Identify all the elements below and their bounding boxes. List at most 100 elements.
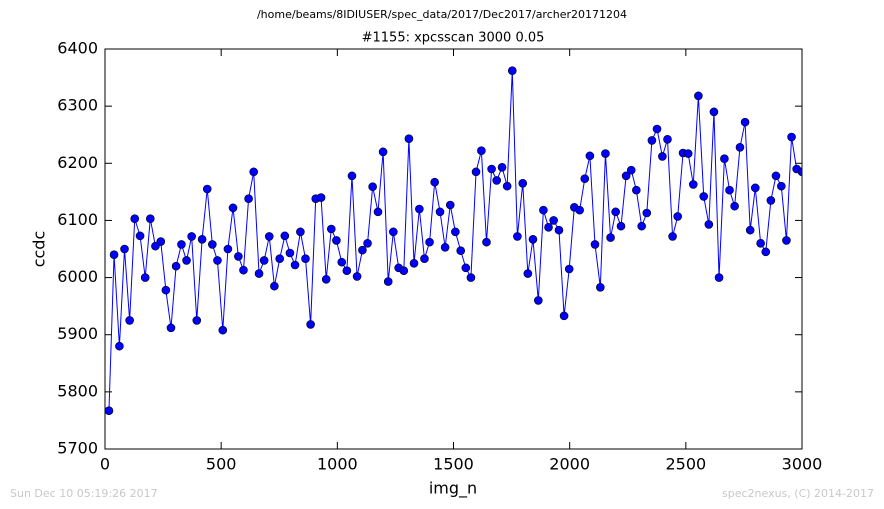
data-point [771,171,781,181]
y-tick-label: 6300 [57,96,98,115]
data-point [383,277,393,286]
data-point [637,221,646,231]
data-point [389,227,398,237]
data-point [497,162,507,172]
data-point [606,233,615,242]
data-point [130,214,140,224]
data-point [202,184,212,194]
data-point [554,225,564,235]
data-point [626,165,636,175]
data-point [699,192,709,201]
data-point [513,232,522,241]
data-point [492,176,502,185]
data-point [171,261,181,271]
x-tick-label: 1500 [433,455,474,474]
data-point [523,269,533,278]
data-point [115,341,124,351]
data-point [688,180,698,189]
data-point [435,207,445,217]
data-point [632,185,641,195]
data-point [709,107,719,117]
data-point [725,185,734,195]
data-point [239,265,248,275]
data-point [745,225,755,235]
data-point [761,247,771,257]
data-point [270,281,279,291]
data-point [596,282,605,292]
data-point [601,149,610,158]
data-point [647,136,657,145]
data-point [105,406,114,416]
data-point [652,124,662,134]
data-point [730,201,739,211]
data-point [156,237,166,246]
data-point [321,274,331,284]
data-point [213,256,222,265]
data-point [735,142,745,152]
data-point [373,207,383,217]
x-tick-label: 500 [206,455,237,474]
data-point [347,171,357,181]
data-point [306,320,315,329]
data-point [223,244,233,254]
footer-right: spec2nexus, (C) 2014-2017 [722,487,874,500]
data-point [425,237,434,247]
data-point [616,221,626,231]
x-tick-label: 0 [100,455,110,474]
data-point [539,205,548,215]
data-point [337,257,347,267]
data-point [430,177,439,187]
y-tick-label: 6400 [57,39,98,58]
data-point [326,224,336,234]
y-tick-label: 6200 [57,153,98,172]
data-point [777,181,786,191]
data-point [177,240,186,249]
suptitle: /home/beams/8IDIUSER/spec_data/2017/Dec2… [257,8,627,21]
data-point [166,323,176,333]
x-tick-label: 1000 [317,455,358,474]
data-point [782,236,791,245]
y-axis-label: ccdc [30,231,49,268]
data-point [135,231,145,241]
data-point [534,296,543,305]
data-point [720,154,729,164]
data-point [218,325,228,335]
data-point [264,232,274,241]
y-tick-label: 6100 [57,210,98,229]
data-point [290,260,300,270]
data-point [234,252,243,261]
data-point [280,231,290,241]
data-point [358,245,367,255]
data-point [301,254,310,264]
data-point [487,164,496,174]
footer-left: Sun Dec 10 05:19:26 2017 [10,487,158,500]
data-point [296,227,305,237]
data-point [445,200,455,210]
data-point [621,171,631,181]
x-tick-label: 3000 [782,455,823,474]
data-point [797,167,802,177]
data-point [507,66,517,76]
data-point [125,316,134,325]
data-point [254,269,264,278]
data-point [316,193,326,202]
data-point [590,240,600,249]
data-point [694,91,703,101]
data-point [668,232,677,241]
data-point [528,234,538,244]
y-tick-label: 5900 [57,324,98,343]
data-point [451,227,460,237]
data-point [440,242,450,252]
data-point [378,147,388,157]
data-point [585,151,595,161]
data-point [580,174,590,184]
data-point [249,167,258,177]
data-point [368,182,377,192]
data-point [611,207,620,217]
plot-area [105,66,802,416]
data-point [275,254,285,264]
data-point [140,273,150,282]
data-point [161,285,171,295]
data-point [704,220,714,229]
data-point [363,238,372,248]
